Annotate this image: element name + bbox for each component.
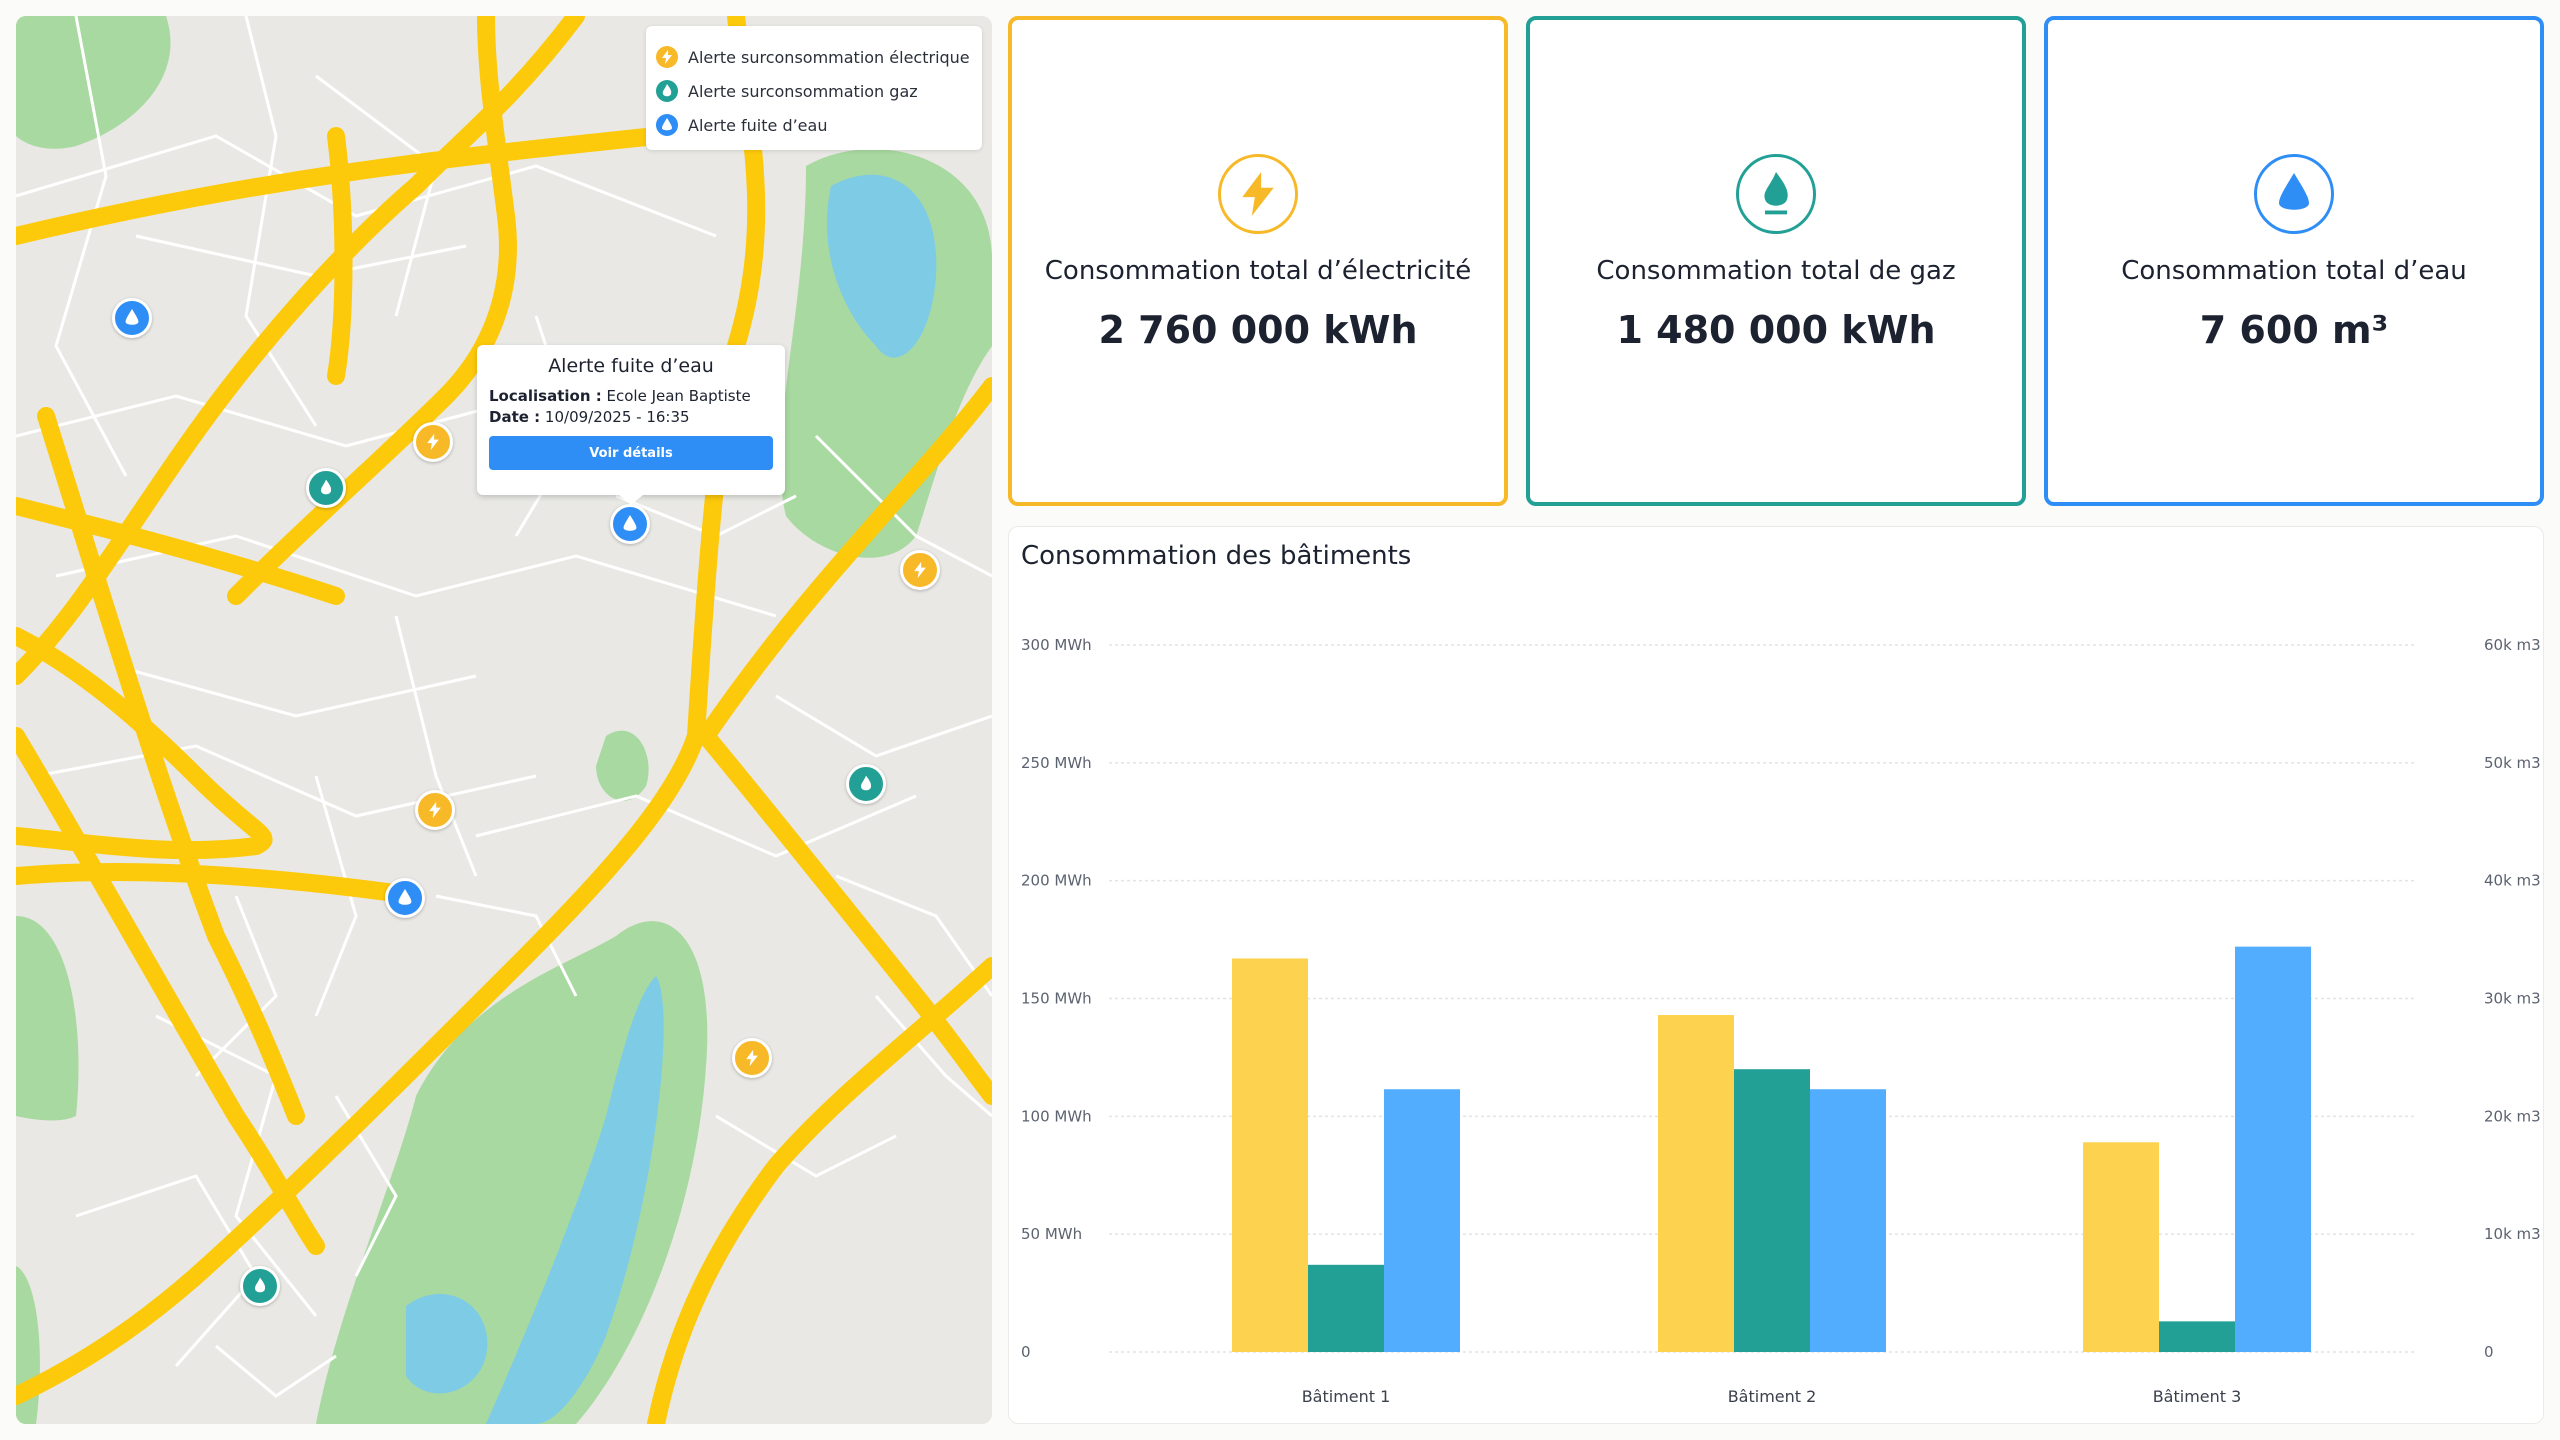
bolt-icon — [1218, 154, 1298, 234]
electricity-alert-pin[interactable] — [413, 422, 453, 462]
category-label: Bâtiment 1 — [1302, 1387, 1391, 1406]
legend-label: Alerte fuite d’eau — [688, 115, 828, 135]
bar-water[interactable] — [1810, 1089, 1886, 1352]
water-card-label: Consommation total d’eau — [2121, 256, 2467, 286]
chart-title: Consommation des bâtiments — [1021, 541, 1412, 571]
view-details-button[interactable]: Voir détails — [489, 436, 773, 470]
gas-flame-icon — [860, 775, 872, 791]
popup-title: Alerte fuite d’eau — [548, 355, 714, 377]
right-tick-label: 60k m3 — [2484, 636, 2541, 654]
map[interactable]: Alerte surconsommation électrique Alerte… — [16, 16, 992, 1424]
water-drop-icon — [623, 515, 637, 531]
electricity-alert-pin[interactable] — [900, 550, 940, 590]
bolt-icon — [656, 46, 678, 68]
buildings-chart: 0 0 50 MWh 10k m3 100 MWh 20k m3 150 MWh 30k m3… — [1021, 636, 2541, 1406]
legend-item-electricity: Alerte surconsommation électrique — [656, 40, 972, 74]
left-tick-label: 0 — [1021, 1343, 1031, 1361]
gas-flame-icon — [656, 80, 678, 102]
water-alert-pin-selected[interactable] — [610, 504, 650, 544]
bar-electricity[interactable] — [1658, 1014, 1734, 1352]
right-tick-label: 30k m3 — [2484, 990, 2541, 1008]
popup-location-label: Localisation : — [489, 387, 602, 405]
bar-water[interactable] — [2235, 946, 2311, 1352]
popup-date: Date : 10/09/2025 - 16:35 — [489, 408, 773, 426]
popup-location: Localisation : Ecole Jean Baptiste — [489, 387, 773, 405]
water-drop-icon — [398, 889, 412, 905]
right-tick-label: 20k m3 — [2484, 1107, 2541, 1125]
category-label: Bâtiment 2 — [1728, 1387, 1817, 1406]
left-tick-label: 100 MWh — [1021, 1107, 1092, 1125]
legend-label: Alerte surconsommation gaz — [688, 81, 918, 101]
water-card: Consommation total d’eau 7 600 m³ — [2044, 16, 2544, 506]
legend-label: Alerte surconsommation électrique — [688, 47, 970, 67]
gas-card: Consommation total de gaz 1 480 000 kWh — [1526, 16, 2026, 506]
electricity-card: Consommation total d’électricité 2 760 0… — [1008, 16, 1508, 506]
map-legend: Alerte surconsommation électrique Alerte… — [646, 26, 982, 150]
water-drop-icon — [656, 114, 678, 136]
electricity-card-label: Consommation total d’électricité — [1044, 256, 1472, 286]
bar-gas[interactable] — [1308, 1264, 1384, 1352]
water-alert-pin[interactable] — [112, 298, 152, 338]
gas-flame-icon — [254, 1277, 266, 1293]
electricity-alert-pin[interactable] — [732, 1038, 772, 1078]
bolt-icon — [429, 801, 441, 819]
gas-flame-icon — [320, 479, 332, 495]
legend-item-water: Alerte fuite d’eau — [656, 108, 972, 142]
bolt-icon — [427, 433, 439, 451]
bar-water[interactable] — [1384, 1089, 1460, 1352]
alert-popup: Alerte fuite d’eau Localisation : Ecole … — [477, 345, 785, 505]
electricity-card-value: 2 760 000 kWh — [1098, 308, 1418, 352]
electricity-alert-pin[interactable] — [415, 790, 455, 830]
water-drop-icon — [2254, 154, 2334, 234]
buildings-chart-card: Consommation des bâtiments 0 0 50 MWh 10k m… — [1008, 526, 2544, 1424]
popup-date-value: 10/09/2025 - 16:35 — [544, 408, 690, 426]
water-drop-icon — [125, 309, 139, 325]
water-card-value: 7 600 m³ — [2199, 308, 2389, 352]
left-tick-label: 150 MWh — [1021, 990, 1092, 1008]
gas-alert-pin[interactable] — [306, 468, 346, 508]
gas-flame-icon — [1736, 154, 1816, 234]
gas-alert-pin[interactable] — [846, 764, 886, 804]
bar-electricity[interactable] — [2083, 1142, 2159, 1352]
category-label: Bâtiment 3 — [2153, 1387, 2242, 1406]
gas-card-value: 1 480 000 kWh — [1616, 308, 1936, 352]
bolt-icon — [914, 561, 926, 579]
bar-gas[interactable] — [1734, 1069, 1810, 1352]
left-tick-label: 50 MWh — [1021, 1225, 1082, 1243]
popup-date-label: Date : — [489, 408, 541, 426]
right-tick-label: 10k m3 — [2484, 1225, 2541, 1243]
popup-location-value: Ecole Jean Baptiste — [606, 387, 751, 405]
right-tick-label: 40k m3 — [2484, 872, 2541, 890]
left-tick-label: 250 MWh — [1021, 754, 1092, 772]
right-tick-label: 0 — [2484, 1343, 2494, 1361]
right-tick-label: 50k m3 — [2484, 754, 2541, 772]
water-alert-pin[interactable] — [385, 878, 425, 918]
gas-alert-pin[interactable] — [240, 1266, 280, 1306]
left-tick-label: 300 MWh — [1021, 636, 1092, 654]
map-base[interactable] — [16, 16, 992, 1424]
bolt-icon — [746, 1049, 758, 1067]
legend-item-gas: Alerte surconsommation gaz — [656, 74, 972, 108]
bar-electricity[interactable] — [1232, 958, 1308, 1352]
left-tick-label: 200 MWh — [1021, 872, 1092, 890]
gas-card-label: Consommation total de gaz — [1596, 256, 1956, 286]
bar-gas[interactable] — [2159, 1321, 2235, 1352]
